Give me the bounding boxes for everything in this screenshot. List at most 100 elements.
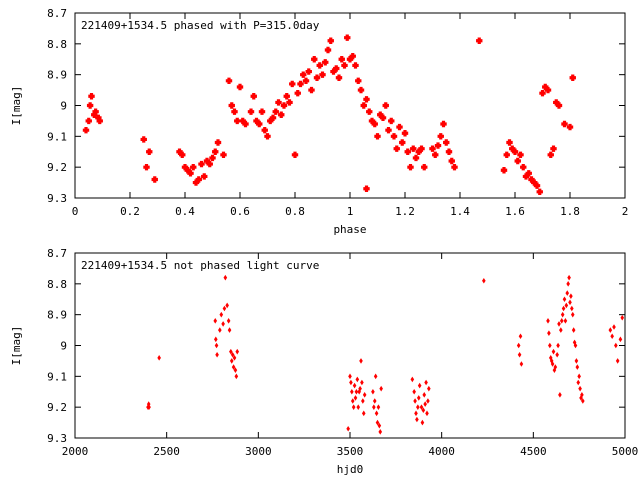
phased-plot: 0 0.2 0.4 0.6 0.8 1 1.2 1.4 1.6 1.8 2 8.7 8.8 8.9 9 9.1… bbox=[10, 7, 628, 236]
phased-data-point bbox=[550, 145, 557, 152]
phased-data-point bbox=[85, 117, 92, 125]
phased-data-point bbox=[569, 74, 576, 81]
phased-x-tick-label: 0 bbox=[72, 205, 79, 218]
unphased-data-point bbox=[565, 290, 570, 296]
unphased-data-point bbox=[578, 385, 582, 392]
unphased-data-point bbox=[518, 333, 523, 340]
phased-data-point bbox=[520, 163, 527, 171]
unphased-data-point bbox=[608, 327, 613, 333]
unphased-data-point bbox=[230, 351, 235, 358]
unphased-data-point bbox=[563, 318, 568, 324]
phased-data-point bbox=[151, 176, 158, 183]
phased-data-point bbox=[341, 62, 348, 69]
phased-data-point bbox=[327, 37, 334, 44]
unphased-data-point bbox=[362, 392, 367, 398]
unphased-data-point bbox=[355, 376, 360, 383]
phased-data-point bbox=[190, 163, 197, 171]
unphased-data-point bbox=[561, 305, 566, 312]
unphased-data-point bbox=[572, 339, 577, 346]
unphased-y-tick-label: 8.9 bbox=[47, 309, 67, 322]
phased-data-point bbox=[275, 99, 282, 106]
phased-data-point bbox=[443, 139, 450, 146]
phased-data-point bbox=[316, 62, 323, 69]
unphased-data-point bbox=[372, 404, 376, 410]
phased-data-point bbox=[536, 188, 543, 196]
unphased-x-axis-label: hjd0 bbox=[337, 463, 364, 476]
unphased-plot-frame bbox=[74, 252, 626, 439]
phased-y-tick-label: 9.2 bbox=[47, 161, 67, 174]
phased-data-point bbox=[506, 139, 513, 146]
unphased-data-point bbox=[620, 314, 625, 321]
phased-data-point bbox=[393, 145, 400, 152]
unphased-data-point bbox=[610, 333, 614, 340]
phased-data-point bbox=[88, 93, 95, 100]
phased-x-tick-label: 1.2 bbox=[395, 205, 415, 218]
phased-x-tick-label: 1.8 bbox=[560, 205, 580, 218]
unphased-data-point bbox=[373, 373, 378, 380]
unphased-data-point bbox=[516, 342, 521, 349]
unphased-data-point bbox=[372, 398, 377, 404]
unphased-data-point bbox=[356, 404, 361, 410]
unphased-data-point bbox=[416, 395, 421, 401]
phased-y-tick-label: 8.8 bbox=[47, 38, 67, 51]
unphased-data-point bbox=[361, 398, 365, 404]
phased-data-point bbox=[338, 56, 345, 63]
unphased-data-point bbox=[223, 274, 228, 281]
unphased-data-point bbox=[425, 410, 429, 417]
unphased-x-tick-label: 3500 bbox=[337, 445, 364, 458]
phased-data-point bbox=[404, 148, 411, 155]
phased-data-point bbox=[206, 160, 213, 168]
phased-data-point bbox=[407, 163, 414, 171]
unphased-data-point bbox=[569, 293, 573, 299]
phased-x-tick-label: 1.6 bbox=[505, 205, 525, 218]
phased-data-point bbox=[305, 68, 312, 75]
unphased-y-tick-label: 8.8 bbox=[47, 278, 67, 291]
phased-data-point bbox=[410, 145, 417, 152]
phased-data-point bbox=[214, 139, 222, 146]
phased-data-point bbox=[363, 96, 370, 103]
unphased-data-point bbox=[482, 277, 486, 284]
phased-data-point bbox=[401, 130, 409, 137]
unphased-data-point bbox=[360, 379, 364, 386]
unphased-data-point bbox=[566, 281, 570, 287]
phased-data-point bbox=[357, 86, 365, 94]
unphased-data-point bbox=[423, 401, 427, 407]
phased-data-point bbox=[561, 120, 568, 128]
phased-data-point bbox=[445, 148, 453, 155]
phased-data-point bbox=[388, 117, 395, 125]
unphased-data-point bbox=[350, 398, 355, 404]
phased-x-tick-label: 0.8 bbox=[285, 205, 305, 218]
phased-data-point bbox=[371, 120, 378, 128]
phased-data-point bbox=[231, 108, 238, 115]
unphased-data-point bbox=[415, 416, 419, 423]
phased-y-tick-label: 8.7 bbox=[47, 7, 67, 20]
unphased-data-point bbox=[567, 274, 571, 281]
unphased-data-point bbox=[214, 342, 219, 349]
phased-data-point bbox=[311, 56, 318, 63]
unphased-y-tick-label: 9 bbox=[60, 340, 67, 353]
unphased-data-point bbox=[213, 318, 218, 324]
unphased-data-point bbox=[376, 404, 381, 410]
unphased-data-point bbox=[234, 373, 239, 380]
phased-data-point bbox=[533, 182, 541, 189]
unphased-data-point bbox=[420, 419, 425, 426]
phased-data-point bbox=[421, 163, 428, 171]
unphased-data-point bbox=[221, 321, 225, 327]
phased-data-point bbox=[503, 151, 510, 159]
phased-data-point bbox=[432, 151, 439, 159]
phased-plot-frame bbox=[74, 12, 626, 199]
unphased-data-point bbox=[548, 342, 552, 349]
phased-data-point bbox=[418, 145, 425, 152]
phased-data-point bbox=[544, 86, 552, 94]
phased-data-point bbox=[261, 126, 268, 134]
unphased-plot: 2000 2500 3000 3500 4000 4500 5000 8.7 8.8 8.9 9 9.… bbox=[10, 247, 638, 476]
phased-data-point bbox=[440, 120, 447, 128]
phased-data-point bbox=[247, 108, 255, 115]
phased-data-point bbox=[399, 139, 406, 146]
phased-data-point bbox=[209, 154, 216, 162]
phased-y-tick-label: 9 bbox=[60, 100, 67, 113]
phased-data-point bbox=[242, 120, 249, 128]
unphased-data-point bbox=[564, 302, 569, 309]
phased-data-point bbox=[379, 114, 387, 122]
unphased-data-point bbox=[546, 318, 550, 324]
